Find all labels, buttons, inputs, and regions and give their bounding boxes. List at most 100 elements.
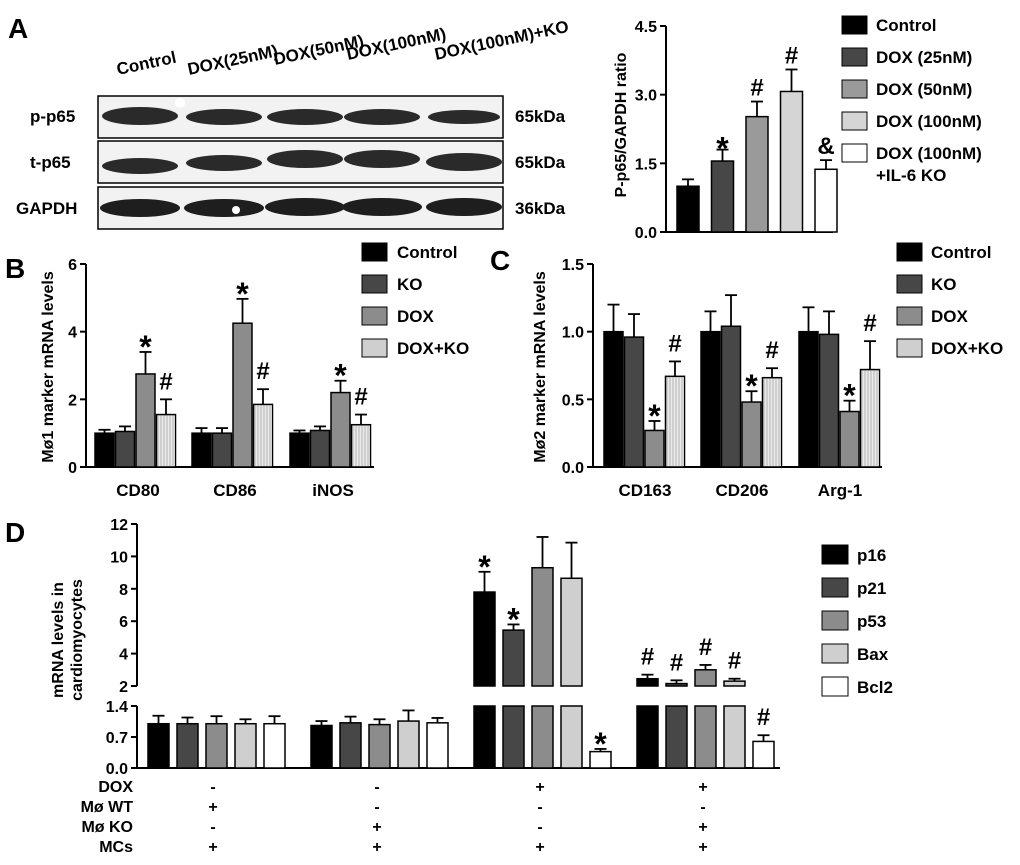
legend-label: KO [397,275,423,294]
condition-label: Mø WT [81,799,134,816]
condition-value: + [372,819,381,836]
significance-mark: # [668,330,681,357]
bar [710,160,735,233]
lane-label: Control [115,48,178,79]
condition-label: DOX [98,779,133,796]
panel-a-letter: A [8,13,28,44]
bar [211,432,233,468]
legend-swatch-dox50 [841,79,868,99]
bar [330,391,351,468]
condition-value: - [700,799,705,816]
y-tick-label: 1.5 [635,156,657,173]
bar [676,185,700,233]
category-label: CD206 [716,481,769,500]
y-tick-label: 2 [119,679,128,696]
legend-label: DOX [931,307,969,326]
chart-a: P-p65/GAPDH ratio 0.0 1.5 3.0 4.5 * # # & Cont… [613,15,982,242]
bar [176,722,199,769]
legend-label: DOX+KO [397,339,469,358]
legend-label: Control [876,16,936,35]
category-label: CD163 [619,481,672,500]
significance-mark: * [139,329,152,365]
significance-mark: # [750,75,763,102]
legend-swatch-ko [896,274,923,294]
bar [623,336,645,468]
chart-b-bars: * # * # * # [94,276,372,468]
bar-upper-segment [723,680,746,687]
bar-lower-segment [502,705,525,769]
significance-mark: & [817,133,834,160]
legend-swatch-dox [361,306,388,326]
bar-upper-segment [560,577,583,687]
bar [94,432,115,468]
bar [426,722,449,769]
significance-mark: # [863,310,876,337]
category-label: CD86 [213,481,256,500]
condition-value: + [698,779,707,796]
significance-mark: * [236,276,249,312]
bar [309,429,331,468]
bar [859,368,881,468]
legend-label: p21 [857,579,886,598]
legend-swatch-p21 [821,577,849,598]
bar-lower-segment [473,705,496,769]
bar [752,740,775,769]
condition-value: - [210,779,215,796]
condition-value: + [208,799,217,816]
bar [114,430,136,468]
chart-b-legend: Control KO DOX DOX+KO [361,242,469,358]
condition-value: + [535,839,544,856]
legend-label: p16 [857,546,886,565]
chart-c-bars: * # * # * # [603,294,881,468]
bar [814,168,838,233]
significance-mark: # [699,634,712,661]
significance-mark: * [716,131,729,167]
bar-lower-segment [694,705,717,769]
legend-label: Control [931,243,991,262]
lane-label: DOX(100nM) [345,24,448,64]
bar [761,376,783,468]
bar [350,423,372,468]
legend-label: Control [397,243,457,262]
bar [205,722,228,769]
bar-upper-segment [502,629,525,687]
bar [252,403,274,468]
legend-swatch-ko [361,274,388,294]
condition-value: + [208,839,217,856]
y-tick-label: 8 [119,582,128,599]
legend-swatch-control [361,242,388,262]
condition-value: - [374,779,379,796]
y-tick-label: 3.0 [635,88,657,105]
legend-label: DOX [397,307,435,326]
legend-label: p53 [857,612,886,631]
bar-lower-segment [665,705,688,769]
bar [147,722,170,769]
y-tick-label: 1.4 [106,699,128,716]
bar-lower-segment [636,705,659,769]
blot-row-label: GAPDH [16,199,77,218]
bar-upper-segment [694,669,717,687]
significance-mark: # [641,644,654,671]
y-tick-label: 4 [119,647,128,664]
legend-swatch-p16 [821,544,849,565]
bar [289,432,310,468]
chart-a-legend: Control DOX (25nM) DOX (50nM) DOX (100nM… [841,15,982,185]
y-tick-label: 2 [68,392,77,409]
bar-upper-segment [665,682,688,687]
chart-c: C Mø2 marker mRNA levels 0.0 0.5 1.0 1.5 * #… [490,242,1003,500]
legend-label: DOX (25nM) [876,48,972,67]
chart-d-ylabel: cardiomyocytes [69,579,86,701]
condition-value: + [372,839,381,856]
y-tick-label: 0.7 [106,730,128,747]
bar [232,322,253,468]
chart-d-ylabel: mRNA levels in [50,582,67,698]
legend-label: DOX (50nM) [876,80,972,99]
significance-mark: * [648,398,661,434]
chart-a-bars: * # # & [676,42,838,233]
significance-mark: # [728,648,741,675]
bar [664,375,686,468]
category-label: Arg-1 [818,481,862,500]
bar-upper-segment [473,591,496,687]
legend-swatch-dox100 [841,111,868,131]
